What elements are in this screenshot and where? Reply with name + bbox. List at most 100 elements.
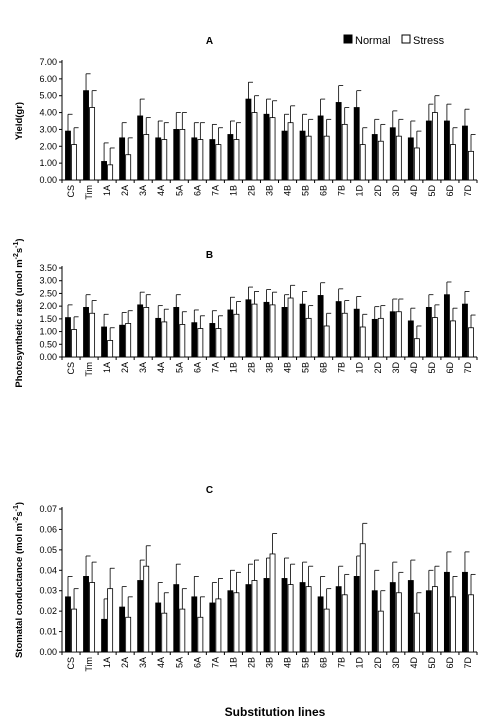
x-tick-label: 5D xyxy=(427,185,437,197)
x-axis-label: Substitution lines xyxy=(225,705,326,719)
bar-stress-1a xyxy=(107,164,114,181)
y-tick-label: 0.03 xyxy=(39,586,57,596)
bar-stress-4a xyxy=(161,321,168,358)
x-tick-label: 1B xyxy=(228,657,238,668)
bar-stress-3a xyxy=(143,134,150,181)
bar-stress-6b xyxy=(323,135,330,181)
bar-stress-5b xyxy=(305,317,312,358)
bar-stress-4a xyxy=(161,612,168,653)
bar-normal-4a xyxy=(155,317,162,358)
bar-stress-cs xyxy=(71,144,77,181)
bar-normal-6a xyxy=(191,137,198,181)
bar-normal-5b xyxy=(299,303,306,358)
bar-stress-7d xyxy=(468,327,474,358)
bar-normal-7b xyxy=(335,102,342,181)
x-tick-label: 7B xyxy=(337,657,347,668)
y-tick-label: 0.07 xyxy=(39,504,57,514)
bar-stress-6a xyxy=(197,616,204,653)
legend-swatch-stress xyxy=(401,34,411,44)
bar-normal-6b xyxy=(317,596,324,653)
x-tick-label: 5A xyxy=(174,657,184,668)
x-tick-label: 4B xyxy=(283,657,293,668)
bar-stress-2d xyxy=(377,317,384,358)
bar-normal-2b xyxy=(245,98,252,181)
x-tick-label: 1A xyxy=(102,657,112,668)
bar-normal-2d xyxy=(371,318,378,358)
bar-normal-6a xyxy=(191,322,198,358)
bar-normal-5a xyxy=(173,307,180,358)
bar-stress-3d xyxy=(395,311,402,358)
y-tick-label: 0.04 xyxy=(39,565,57,575)
x-tick-label: 1D xyxy=(355,657,365,669)
x-tick-label: 4A xyxy=(156,657,166,668)
x-tick-label: 5B xyxy=(301,657,311,668)
bar-normal-7d xyxy=(462,303,468,358)
y-tick-label: 1.00 xyxy=(39,327,57,337)
bar-stress-4b xyxy=(287,122,294,181)
x-tick-label: 7D xyxy=(463,185,473,197)
x-tick-label: 7A xyxy=(210,185,220,196)
chart-legend: Normal Stress xyxy=(343,34,445,47)
bar-stress-1b xyxy=(233,139,240,181)
x-tick-label: 3B xyxy=(265,657,275,668)
y-axis-label-b: Photosynthetic rate (umol m-2s-1) xyxy=(13,238,25,387)
bar-stress-5d xyxy=(431,586,438,653)
chart-panel-b: B Photosynthetic rate (umol m-2s-1) 0.00 0.… xyxy=(13,238,478,388)
bar-stress-3a xyxy=(143,307,150,358)
y-tick-label: 3.00 xyxy=(39,124,57,134)
x-tick-label: 2A xyxy=(120,185,130,196)
y-axis-label-c: Stomatal conductance (mol m-2s-1) xyxy=(13,502,25,658)
bar-normal-5d xyxy=(425,307,432,358)
bar-stress-3d xyxy=(395,135,402,181)
bar-normal-6d xyxy=(443,120,450,181)
bar-stress-3b xyxy=(269,553,276,653)
bar-normal-4b xyxy=(281,578,288,653)
x-tick-label: 3B xyxy=(265,362,275,373)
bar-stress-tim xyxy=(89,107,96,181)
bar-stress-7d xyxy=(468,594,474,653)
bar-normal-3a xyxy=(137,304,144,358)
x-tick-label: 3D xyxy=(391,362,401,374)
bar-normal-cs xyxy=(65,317,71,358)
x-tick-label: 1B xyxy=(228,185,238,196)
bar-normal-1a xyxy=(101,161,108,181)
bar-normal-4b xyxy=(281,130,288,181)
bar-normal-2a xyxy=(119,324,126,358)
x-tick-label: 4D xyxy=(409,362,419,374)
bar-normal-1b xyxy=(227,590,234,653)
bar-stress-4a xyxy=(161,139,168,181)
bar-stress-1d xyxy=(359,144,366,181)
bar-stress-5a xyxy=(179,129,186,181)
bar-stress-6d xyxy=(450,144,456,181)
x-tick-label: 2A xyxy=(120,362,130,373)
bar-stress-7a xyxy=(215,144,222,181)
bar-stress-6b xyxy=(323,608,330,653)
bar-normal-3d xyxy=(389,127,396,181)
x-tick-label: 4B xyxy=(283,185,293,196)
bar-stress-7b xyxy=(341,594,348,653)
bar-stress-2a xyxy=(125,616,132,653)
y-tick-label: 4.00 xyxy=(39,108,57,118)
x-tick-label: 5A xyxy=(174,185,184,196)
y-tick-label: 2.50 xyxy=(39,288,57,298)
x-tick-label: 7D xyxy=(463,362,473,374)
bar-normal-7a xyxy=(209,139,216,181)
x-tick-label: 2B xyxy=(246,185,256,196)
y-tick-label: 0.50 xyxy=(39,339,57,349)
bar-stress-5a xyxy=(179,608,186,653)
x-tick-label: 4A xyxy=(156,362,166,373)
x-tick-label: 6A xyxy=(192,657,202,668)
y-tick-label: 5.00 xyxy=(39,91,57,101)
bar-stress-5b xyxy=(305,135,312,181)
x-tick-label: 5B xyxy=(301,185,311,196)
bar-normal-3b xyxy=(263,578,270,653)
x-tick-label: 3D xyxy=(391,657,401,669)
x-tick-label: 2B xyxy=(246,657,256,668)
y-tick-label: 0.05 xyxy=(39,545,57,555)
bar-stress-4b xyxy=(287,584,294,653)
x-tick-label: 3A xyxy=(138,362,148,373)
bar-normal-cs xyxy=(65,596,71,653)
y-tick-label: 1.50 xyxy=(39,314,57,324)
x-tick-label: 5D xyxy=(427,362,437,374)
bar-normal-1d xyxy=(353,308,360,358)
